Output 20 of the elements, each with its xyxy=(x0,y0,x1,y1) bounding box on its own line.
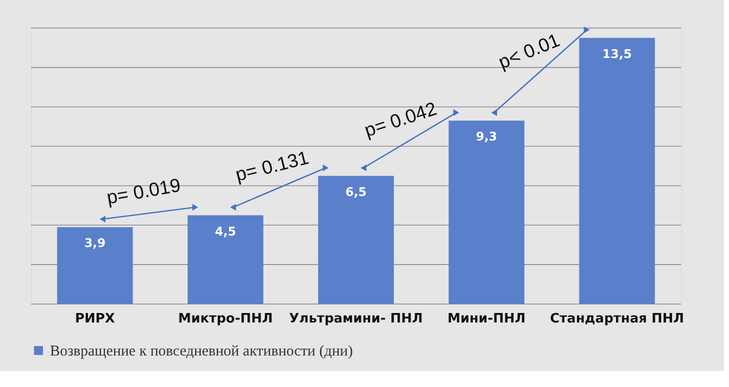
bar xyxy=(57,227,133,304)
x-tick-label: Миктро-ПНЛ xyxy=(178,312,273,326)
x-tick-label: РИРХ xyxy=(74,312,115,326)
bar xyxy=(318,176,394,304)
bar xyxy=(579,38,655,304)
x-tick-label: Ультрамини- ПНЛ xyxy=(289,312,423,326)
legend-label: Возвращение к повседневной активности (дни) xyxy=(50,344,353,360)
data-label: 9,3 xyxy=(476,130,498,144)
annotation: p= 0.042 xyxy=(362,98,440,142)
annotation: p= 0.131 xyxy=(234,148,311,186)
x-tick-label: Стандартная ПНЛ xyxy=(550,312,684,326)
data-label: 13,5 xyxy=(602,46,632,61)
bar xyxy=(448,120,524,304)
annotation: p= 0.019 xyxy=(105,175,182,209)
data-label: 3,9 xyxy=(84,236,106,250)
data-label: 6,5 xyxy=(345,184,367,199)
data-label: 4,5 xyxy=(214,224,236,238)
bar xyxy=(188,215,264,304)
x-tick-label: Мини-ПНЛ xyxy=(447,312,526,326)
annotation: p< 0.01 xyxy=(496,30,563,74)
